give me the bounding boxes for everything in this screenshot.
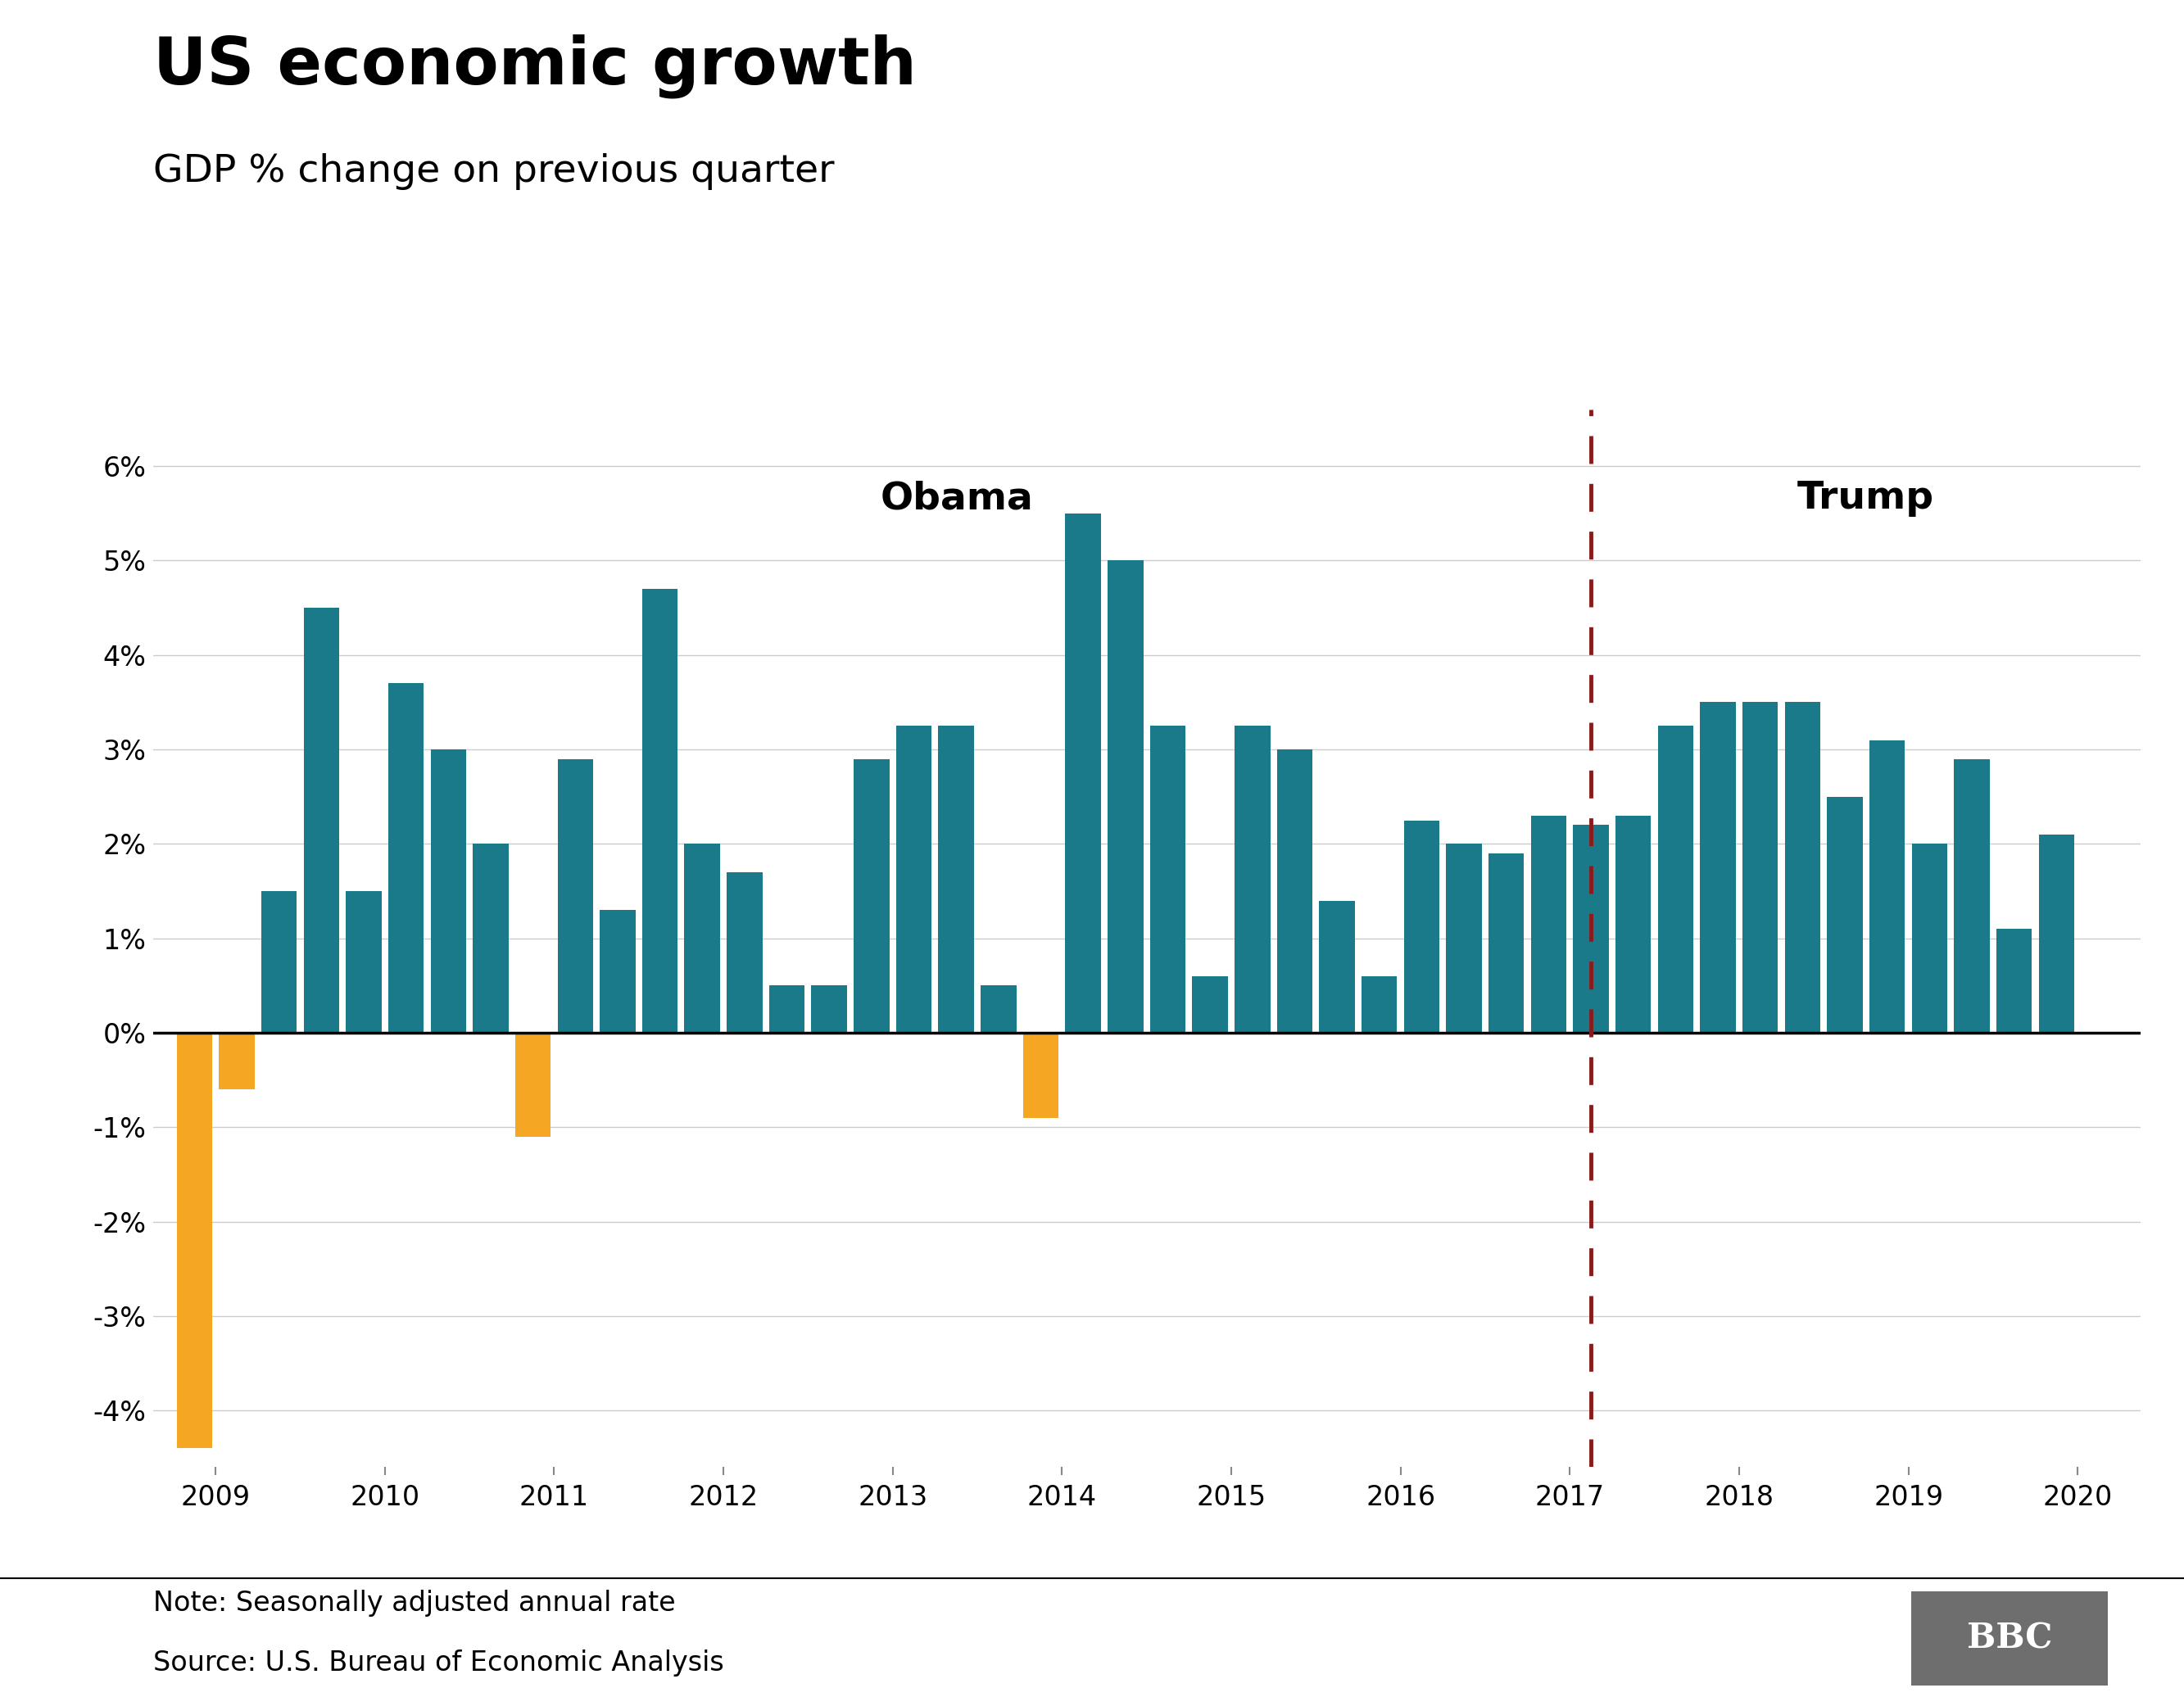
Bar bbox=[1489, 853, 1524, 1032]
Bar bbox=[1658, 725, 1693, 1032]
Text: GDP % change on previous quarter: GDP % change on previous quarter bbox=[153, 154, 834, 191]
Bar bbox=[601, 909, 636, 1032]
Bar bbox=[1955, 759, 1990, 1032]
Bar bbox=[1319, 901, 1354, 1032]
Text: Trump: Trump bbox=[1797, 481, 1935, 517]
Bar bbox=[981, 986, 1016, 1032]
Bar bbox=[1870, 740, 1904, 1032]
Bar bbox=[430, 749, 465, 1032]
Bar bbox=[1699, 703, 1736, 1032]
Bar bbox=[1531, 815, 1566, 1032]
Bar bbox=[769, 986, 804, 1032]
Bar bbox=[1107, 561, 1142, 1032]
Bar bbox=[2038, 834, 2075, 1032]
Text: Obama: Obama bbox=[880, 481, 1033, 517]
Bar bbox=[262, 891, 297, 1032]
Bar bbox=[1151, 725, 1186, 1032]
Bar bbox=[345, 891, 382, 1032]
Bar bbox=[1616, 815, 1651, 1032]
Bar bbox=[1446, 844, 1481, 1032]
Bar bbox=[939, 725, 974, 1032]
Bar bbox=[1572, 826, 1610, 1032]
Bar bbox=[1911, 844, 1948, 1032]
Bar bbox=[1404, 821, 1439, 1032]
Bar bbox=[515, 1032, 550, 1136]
Bar bbox=[1784, 703, 1821, 1032]
Bar bbox=[1192, 976, 1227, 1032]
Bar bbox=[1743, 703, 1778, 1032]
Bar bbox=[1828, 797, 1863, 1032]
Bar bbox=[684, 844, 721, 1032]
Bar bbox=[177, 1032, 212, 1448]
Bar bbox=[1278, 749, 1313, 1032]
Text: US economic growth: US economic growth bbox=[153, 34, 917, 99]
Text: BBC: BBC bbox=[1966, 1621, 2053, 1657]
Bar bbox=[895, 725, 933, 1032]
Bar bbox=[812, 986, 847, 1032]
Bar bbox=[1996, 928, 2031, 1032]
Bar bbox=[1234, 725, 1271, 1032]
Bar bbox=[218, 1032, 256, 1090]
Bar bbox=[727, 872, 762, 1032]
Bar bbox=[642, 589, 677, 1032]
Bar bbox=[1361, 976, 1398, 1032]
Bar bbox=[472, 844, 509, 1032]
Bar bbox=[304, 607, 339, 1032]
Bar bbox=[1022, 1032, 1059, 1117]
Bar bbox=[1066, 514, 1101, 1032]
Bar bbox=[557, 759, 594, 1032]
Bar bbox=[854, 759, 889, 1032]
Text: Source: U.S. Bureau of Economic Analysis: Source: U.S. Bureau of Economic Analysis bbox=[153, 1650, 723, 1677]
Text: Note: Seasonally adjusted annual rate: Note: Seasonally adjusted annual rate bbox=[153, 1590, 675, 1617]
Bar bbox=[389, 684, 424, 1032]
